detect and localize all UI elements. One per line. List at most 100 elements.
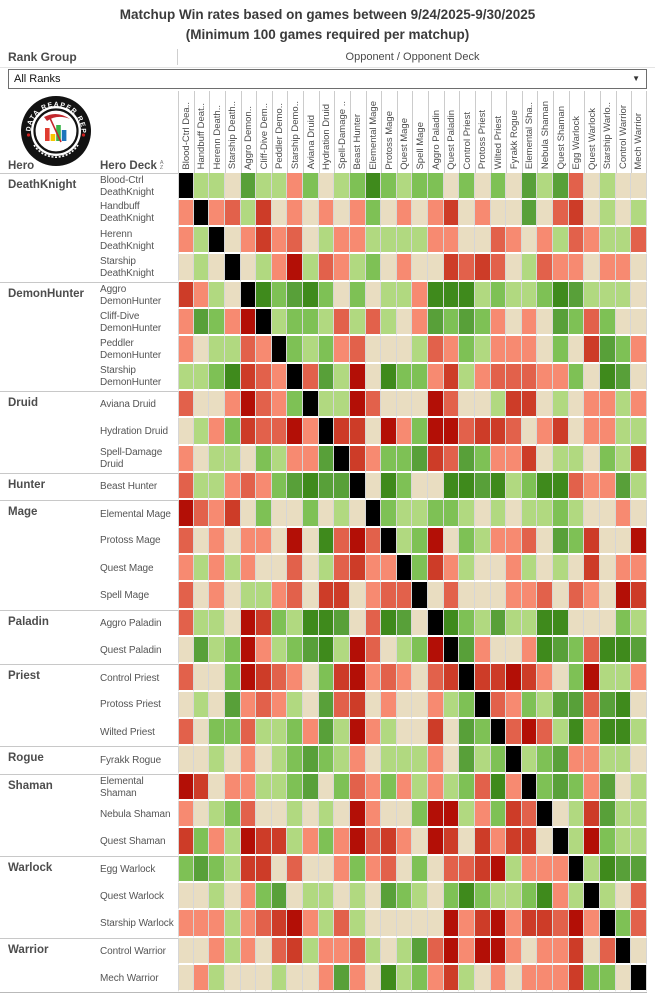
matchup-cell[interactable] xyxy=(615,828,632,856)
matchup-cell[interactable] xyxy=(303,883,319,911)
matchup-cell[interactable] xyxy=(521,746,538,774)
matchup-cell[interactable] xyxy=(553,391,569,419)
matchup-cell[interactable] xyxy=(459,336,475,364)
matchup-cell[interactable] xyxy=(381,254,397,282)
matchup-cell[interactable] xyxy=(553,828,569,856)
matchup-cell[interactable] xyxy=(428,609,444,638)
matchup-cell[interactable] xyxy=(209,555,225,583)
matchup-cell[interactable] xyxy=(599,719,616,747)
matchup-cell[interactable] xyxy=(303,664,319,692)
matchup-cell[interactable] xyxy=(428,254,444,282)
matchup-cell[interactable] xyxy=(256,828,272,856)
matchup-cell[interactable] xyxy=(396,965,413,993)
matchup-cell[interactable] xyxy=(443,199,460,228)
matchup-cell[interactable] xyxy=(631,336,647,364)
matchup-cell[interactable] xyxy=(178,281,194,310)
matchup-cell[interactable] xyxy=(209,199,225,228)
matchup-cell[interactable] xyxy=(474,445,491,474)
matchup-cell[interactable] xyxy=(224,500,241,528)
matchup-cell[interactable] xyxy=(224,965,241,993)
matchup-cell[interactable] xyxy=(428,965,444,993)
matchup-cell[interactable] xyxy=(381,527,397,556)
matchup-cell[interactable] xyxy=(412,527,428,556)
matchup-cell[interactable] xyxy=(459,883,475,911)
matchup-cell[interactable] xyxy=(553,527,569,556)
matchup-cell[interactable] xyxy=(599,637,616,665)
matchup-cell[interactable] xyxy=(224,691,241,720)
matchup-cell[interactable] xyxy=(256,965,272,993)
matchup-cell[interactable] xyxy=(521,582,538,610)
matchup-cell[interactable] xyxy=(193,500,210,528)
matchup-cell[interactable] xyxy=(537,691,553,720)
matchup-cell[interactable] xyxy=(178,773,194,802)
matchup-cell[interactable] xyxy=(506,746,522,774)
matchup-cell[interactable] xyxy=(506,527,522,556)
matchup-cell[interactable] xyxy=(474,910,491,938)
matchup-cell[interactable] xyxy=(443,773,460,802)
matchup-cell[interactable] xyxy=(271,473,288,501)
matchup-cell[interactable] xyxy=(334,719,350,747)
matchup-cell[interactable] xyxy=(349,281,366,310)
matchup-cell[interactable] xyxy=(506,664,522,692)
matchup-cell[interactable] xyxy=(584,309,600,337)
matchup-cell[interactable] xyxy=(506,719,522,747)
matchup-cell[interactable] xyxy=(349,773,366,802)
matchup-cell[interactable] xyxy=(381,609,397,638)
matchup-cell[interactable] xyxy=(334,555,350,583)
matchup-cell[interactable] xyxy=(349,363,366,392)
matchup-cell[interactable] xyxy=(443,746,460,774)
matchup-cell[interactable] xyxy=(240,473,257,501)
matchup-cell[interactable] xyxy=(303,691,319,720)
matchup-cell[interactable] xyxy=(256,500,272,528)
matchup-cell[interactable] xyxy=(631,828,647,856)
matchup-cell[interactable] xyxy=(428,937,444,966)
matchup-cell[interactable] xyxy=(459,801,475,829)
matchup-cell[interactable] xyxy=(584,746,600,774)
matchup-cell[interactable] xyxy=(334,828,350,856)
matchup-cell[interactable] xyxy=(553,855,569,884)
matchup-cell[interactable] xyxy=(303,828,319,856)
matchup-cell[interactable] xyxy=(303,937,319,966)
matchup-cell[interactable] xyxy=(224,309,241,337)
matchup-cell[interactable] xyxy=(224,391,241,419)
matchup-cell[interactable] xyxy=(599,281,616,310)
matchup-cell[interactable] xyxy=(224,473,241,501)
matchup-cell[interactable] xyxy=(428,637,444,665)
matchup-cell[interactable] xyxy=(428,418,444,446)
matchup-cell[interactable] xyxy=(178,227,194,255)
matchup-cell[interactable] xyxy=(349,254,366,282)
matchup-cell[interactable] xyxy=(537,227,553,255)
matchup-cell[interactable] xyxy=(224,746,241,774)
matchup-cell[interactable] xyxy=(287,746,303,774)
matchup-cell[interactable] xyxy=(240,336,257,364)
matchup-cell[interactable] xyxy=(631,445,647,474)
matchup-cell[interactable] xyxy=(553,773,569,802)
matchup-cell[interactable] xyxy=(506,281,522,310)
matchup-cell[interactable] xyxy=(334,254,350,282)
matchup-cell[interactable] xyxy=(412,801,428,829)
matchup-cell[interactable] xyxy=(459,855,475,884)
matchup-cell[interactable] xyxy=(271,336,288,364)
matchup-cell[interactable] xyxy=(537,664,553,692)
matchup-cell[interactable] xyxy=(443,500,460,528)
matchup-cell[interactable] xyxy=(224,445,241,474)
matchup-cell[interactable] xyxy=(474,281,491,310)
matchup-cell[interactable] xyxy=(287,855,303,884)
matchup-cell[interactable] xyxy=(303,418,319,446)
matchup-cell[interactable] xyxy=(303,910,319,938)
matchup-cell[interactable] xyxy=(599,527,616,556)
matchup-cell[interactable] xyxy=(271,363,288,392)
matchup-cell[interactable] xyxy=(287,937,303,966)
matchup-cell[interactable] xyxy=(365,746,382,774)
matchup-cell[interactable] xyxy=(474,664,491,692)
matchup-cell[interactable] xyxy=(271,555,288,583)
matchup-cell[interactable] xyxy=(396,473,413,501)
matchup-cell[interactable] xyxy=(568,609,585,638)
matchup-cell[interactable] xyxy=(553,637,569,665)
matchup-cell[interactable] xyxy=(224,937,241,966)
matchup-cell[interactable] xyxy=(506,937,522,966)
matchup-cell[interactable] xyxy=(318,609,335,638)
matchup-cell[interactable] xyxy=(287,637,303,665)
matchup-cell[interactable] xyxy=(490,855,507,884)
matchup-cell[interactable] xyxy=(240,582,257,610)
